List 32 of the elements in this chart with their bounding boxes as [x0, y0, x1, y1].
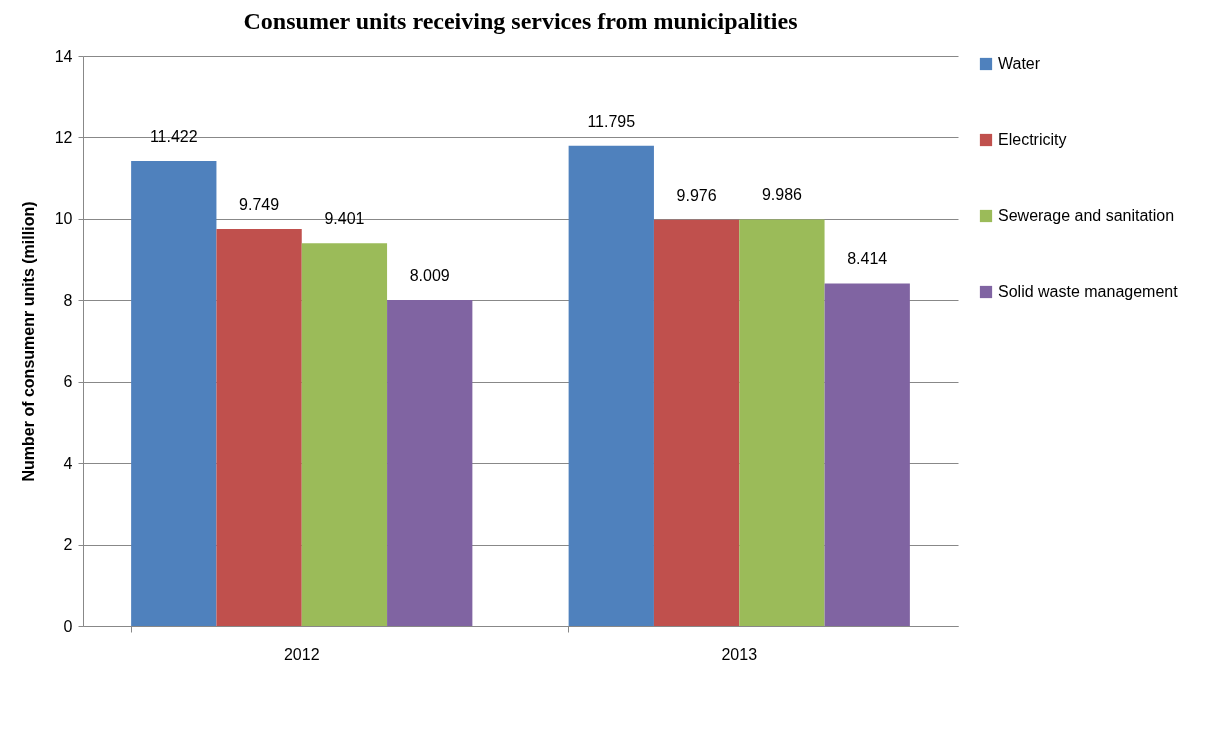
data-label: 9.976 [676, 186, 717, 204]
y-tick-label: 8 [63, 291, 73, 309]
y-tick-label: 10 [54, 210, 73, 228]
legend-label: Sewerage and sanitation [998, 207, 1175, 224]
data-label: 9.749 [239, 196, 280, 214]
bar [387, 299, 473, 626]
bar [131, 160, 217, 626]
bar [301, 243, 388, 626]
y-axis-title: Number of consumenr units (million) [19, 201, 37, 482]
data-label: 11.795 [587, 112, 636, 130]
y-tick-label: 2 [63, 536, 73, 554]
y-tick-label: 0 [63, 617, 73, 635]
legend-label: Water [998, 55, 1041, 72]
y-tick-label: 12 [54, 128, 73, 146]
legend-label: Electricity [998, 131, 1067, 148]
bar [568, 145, 654, 626]
y-tick-label: 14 [54, 47, 73, 65]
y-tick-label: 6 [63, 373, 73, 391]
bar [216, 229, 302, 626]
bar [653, 219, 740, 626]
y-tick-label: 4 [63, 454, 73, 472]
data-label: 9.986 [761, 186, 803, 204]
data-label: 8.414 [847, 250, 888, 268]
x-tick-label: 2012 [283, 645, 320, 663]
data-label: 11.422 [149, 127, 198, 145]
chart-title: Consumer units receiving services from municipalities [243, 8, 798, 34]
data-label: 9.401 [324, 210, 365, 228]
bar [824, 283, 910, 626]
data-label: 8.009 [409, 266, 450, 284]
x-tick-label: 2013 [721, 645, 758, 663]
bar [739, 219, 825, 626]
legend-label: Solid waste management [998, 283, 1179, 300]
